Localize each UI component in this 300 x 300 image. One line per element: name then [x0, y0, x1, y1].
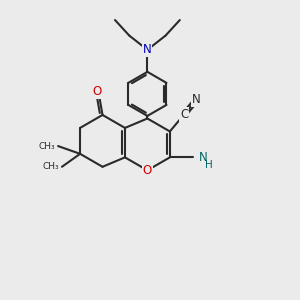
Text: CH₃: CH₃	[38, 142, 55, 151]
Text: CH₃: CH₃	[42, 162, 59, 171]
Text: O: O	[143, 164, 152, 177]
Text: C: C	[180, 108, 188, 121]
Text: N: N	[143, 43, 152, 56]
Text: O: O	[93, 85, 102, 98]
Text: N: N	[192, 93, 201, 106]
Text: H: H	[205, 160, 212, 170]
Text: N: N	[199, 151, 207, 164]
